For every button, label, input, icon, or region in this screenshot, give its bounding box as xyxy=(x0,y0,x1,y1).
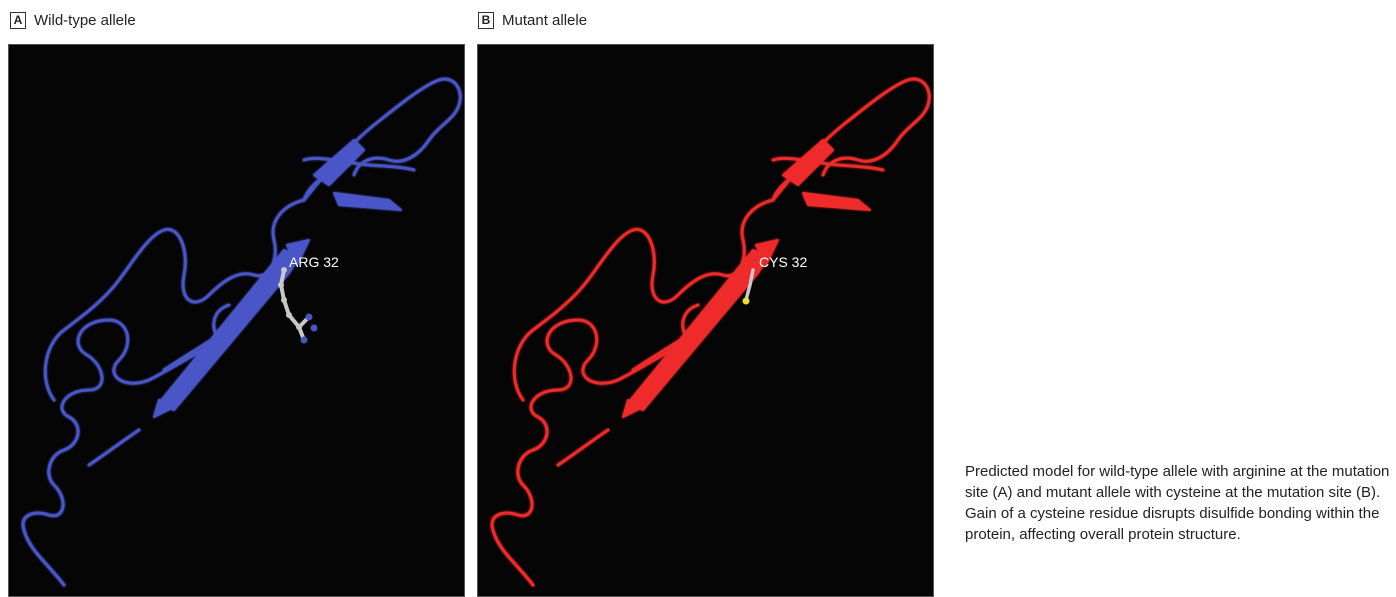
panel-a-beta-strand-4 xyxy=(313,139,365,186)
wild-type-protein-ribbon: ARG 32 xyxy=(21,77,462,587)
panel-a-nitrogen-atom-1 xyxy=(305,313,313,321)
panel-b-letter: B xyxy=(478,11,494,29)
panel-a-sidechain-bonds xyxy=(278,268,311,342)
panel-a-header: A Wild-type allele xyxy=(10,10,136,30)
panel-a-beta-strand-1 xyxy=(158,249,300,411)
panel-b-residue-label: CYS 32 xyxy=(759,254,807,270)
panel-a-nitrogen-atom-2 xyxy=(300,336,308,344)
panel-b-title: Mutant allele xyxy=(502,11,588,29)
panel-a-beta-strand-2 xyxy=(153,399,175,418)
panel-b-beta-strand-2 xyxy=(622,399,644,418)
panel-b-beta-strand-4 xyxy=(782,139,834,186)
panel-a-sidechain xyxy=(278,267,318,344)
panel-a-residue-label: ARG 32 xyxy=(289,254,339,270)
panel-a-sidechain-atom-5 xyxy=(296,324,302,330)
panel-a-ribbon xyxy=(21,77,462,587)
panel-a-title: Wild-type allele xyxy=(34,11,136,29)
panel-a-beta-strand-5 xyxy=(333,192,402,211)
panel-b-beta-strand-3 xyxy=(755,239,779,266)
panel-b-sidechain xyxy=(742,268,755,305)
panel-a-beta-strand-3 xyxy=(286,239,310,266)
panel-a-sidechain-atom-2 xyxy=(278,282,284,288)
panel-b-beta-strand-1 xyxy=(627,249,769,411)
mutant-protein-ribbon: CYS 32 xyxy=(490,77,931,587)
panel-a-nitrogen-atom-3 xyxy=(310,324,318,332)
panel-a-letter: A xyxy=(10,11,26,29)
panel-a-sidechain-atom-3 xyxy=(281,297,287,303)
panel-b-image: CYS 32 xyxy=(477,44,934,597)
panel-b-header: B Mutant allele xyxy=(478,10,587,30)
panel-b-sidechain-bonds xyxy=(744,268,755,302)
panel-a-image: ARG 32 xyxy=(8,44,465,597)
panel-a-sidechain-atom-4 xyxy=(286,312,292,318)
panel-b-sulfur-atom xyxy=(742,297,750,305)
panel-b-ribbon xyxy=(490,77,931,587)
panel-a-sidechain-atom-1 xyxy=(281,267,287,273)
figure-caption: Predicted model for wild-type allele wit… xyxy=(965,463,1390,543)
panel-b-beta-strand-5 xyxy=(802,192,871,211)
